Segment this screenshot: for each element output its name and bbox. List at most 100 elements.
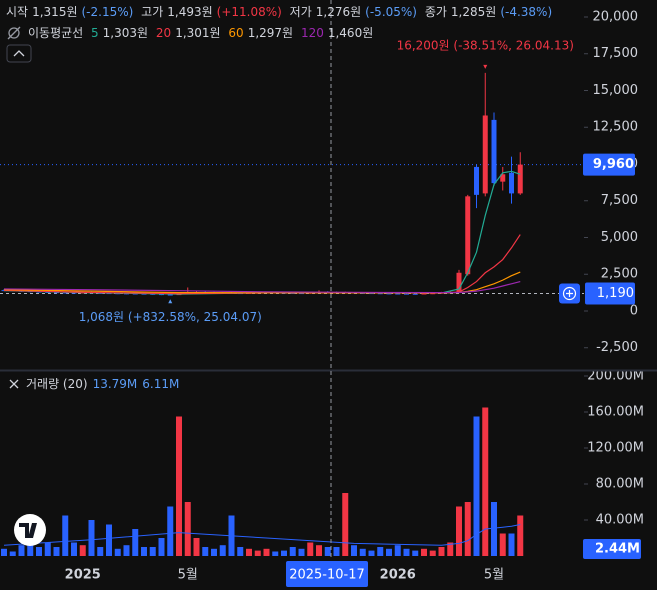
volume-bar (141, 547, 147, 556)
ma-line (3, 234, 521, 295)
volume-bar (281, 550, 287, 556)
volume-bar (62, 515, 69, 556)
ohlc-header: 시작 1,315원 (-2.15%) 고가 1,493원 (+11.08%) 저가 1,2… (6, 5, 552, 19)
volume-bar (508, 533, 515, 556)
ohlc-value: 1,285원 (451, 5, 496, 19)
volume-bar (18, 545, 25, 556)
add-alert-icon (562, 286, 577, 301)
ohlc-value: 1,276원 (316, 5, 361, 19)
ma-period: 5 (91, 26, 99, 40)
volume-bar (342, 493, 349, 556)
y-tick-label: 5,000 (601, 230, 638, 245)
ma-title: 이동평균선 (28, 26, 83, 40)
volume-close-icon[interactable] (9, 379, 19, 389)
candle-body (430, 293, 436, 295)
volume-bar (149, 547, 156, 556)
low-marker (168, 299, 173, 304)
y-tick-label: 7,500 (601, 193, 638, 208)
candle-body (386, 293, 392, 295)
volume-bar (429, 550, 436, 556)
tradingview-logo[interactable] (14, 514, 46, 546)
volume-bar (359, 548, 366, 556)
volume-bar (298, 548, 305, 556)
volume-bar (517, 515, 524, 556)
crosshair-label-box (286, 561, 368, 587)
candle-body (71, 292, 77, 294)
high-marker (483, 64, 488, 69)
volume-bar (456, 506, 462, 556)
volume-bar (44, 542, 51, 556)
volume-bar (263, 548, 270, 556)
collapse-button[interactable] (6, 44, 32, 63)
volume-bar (386, 548, 392, 556)
volume-bar (316, 545, 322, 556)
volume-bar (412, 550, 419, 556)
candle-body (465, 196, 471, 275)
candle-body (54, 292, 59, 294)
volume-bar (394, 545, 401, 556)
candle-body (456, 272, 462, 292)
volume-bar (403, 548, 410, 556)
volume-bar (9, 551, 16, 556)
ma-line (3, 524, 521, 546)
ma-line (3, 281, 521, 294)
volume-bar (482, 407, 489, 556)
candle-body (62, 292, 68, 294)
volume-ma-value: 6.11M (142, 377, 179, 391)
candle-body (167, 294, 173, 296)
y-tick-label: 12,500 (593, 120, 639, 135)
volume-bar (219, 545, 226, 556)
y-tick-label: 17,500 (593, 46, 639, 61)
volume-bar (464, 502, 471, 556)
candle-body (404, 293, 409, 295)
candle-body (491, 119, 497, 184)
volume-bar (368, 550, 375, 556)
y-tick-label: -2,500 (596, 340, 638, 355)
volume-bar (132, 529, 139, 556)
candle-body (421, 293, 427, 295)
y-tick-label: 160.00M (587, 405, 644, 420)
volume-bar (1, 548, 7, 556)
volume-bar (106, 524, 112, 556)
volume-bar (36, 547, 42, 556)
volume-bar (27, 538, 34, 556)
volume-bar (176, 416, 182, 556)
volume-bar (377, 547, 384, 556)
ma-value: 1,460원 (328, 26, 373, 40)
y-tick-label: 200.00M (587, 369, 644, 384)
ohlc-change: (-5.05%) (365, 5, 417, 19)
ma-period: 120 (301, 26, 324, 40)
y-tick-label: 15,000 (593, 83, 639, 98)
ohlc-label: 저가 (290, 5, 312, 19)
volume-bar (438, 547, 445, 556)
volume-bar (184, 502, 191, 556)
volume-bar (246, 548, 252, 556)
add-alert-plus (566, 290, 573, 298)
volume-bar (79, 545, 86, 556)
volume-bar (351, 545, 357, 556)
volume-bar (193, 538, 200, 556)
ma-value: 1,301원 (175, 26, 220, 40)
volume-bar (491, 502, 497, 556)
x-tick-label: 2025 (65, 568, 101, 583)
candle-body (369, 293, 374, 295)
volume-bar (202, 547, 209, 556)
volume-bar (114, 548, 121, 556)
x-tick-label: 5월 (484, 568, 504, 583)
candle-body (377, 293, 383, 295)
candle-body (159, 294, 164, 296)
volume-bar (211, 548, 217, 556)
volume-bar (123, 545, 130, 556)
ohlc-label: 고가 (141, 5, 163, 19)
volume-bar (473, 416, 480, 556)
volume-bar (97, 547, 104, 556)
volume-bar (307, 542, 314, 556)
candle-body (299, 293, 304, 295)
ma-value: 1,297원 (248, 26, 293, 40)
y-tick-label: 0 (630, 303, 638, 318)
ohlc-value: 1,493원 (167, 5, 212, 19)
plot-layer: 20,00017,50015,00012,50010,0007,5005,000… (0, 9, 644, 583)
ma-visibility-icon[interactable] (7, 26, 21, 40)
